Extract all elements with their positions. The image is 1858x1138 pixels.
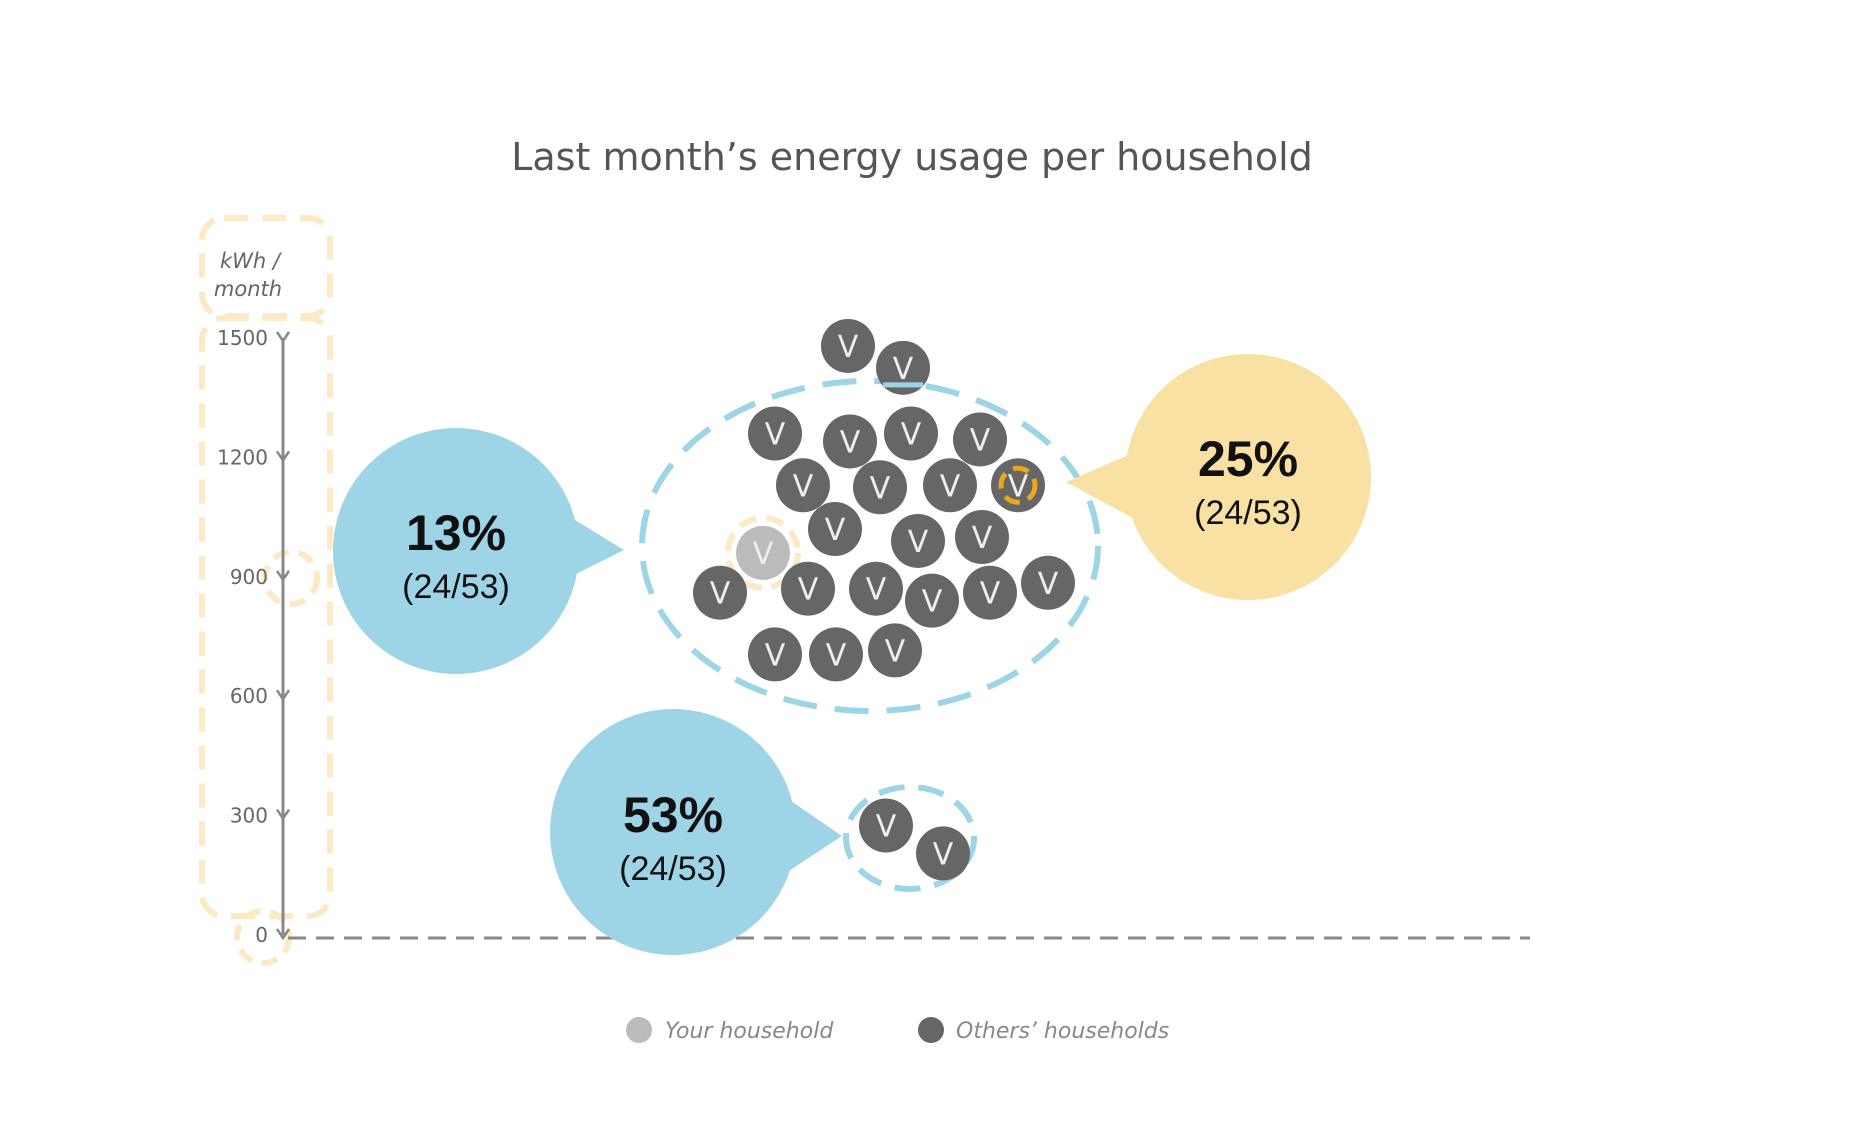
household-marker: V [808,502,862,556]
callout-53-percent: 53% [623,787,723,843]
household-marker-glyph: V [901,418,922,453]
household-marker: V [748,407,802,461]
household-marker: V [884,407,938,461]
household-marker-glyph: V [866,573,887,608]
household-marker-glyph: V [876,810,897,845]
household-marker: V [809,627,863,681]
household-marker-glyph: V [940,469,961,504]
household-marker-glyph: V [793,469,814,504]
household-marker: V [853,460,907,514]
callout-53-fraction: (24/53) [619,850,727,888]
legend-others-households-swatch [918,1017,944,1043]
household-marker-glyph: V [972,521,993,556]
y-tick-label: 600 [230,684,268,708]
household-marker-glyph: V [710,577,731,612]
y-tick-mark [277,332,289,341]
legend-your-household-label: Your household [665,1019,834,1044]
callout-13-fraction: (24/53) [402,568,510,606]
household-marker-glyph: V [933,837,954,872]
household-marker: V [923,458,977,512]
household-marker: V [1021,556,1075,610]
y-axis-ticks: 0 300 600 900 1200 1500 [217,326,289,947]
household-marker: V [776,458,830,512]
y-tick-label: 1500 [217,326,268,350]
household-marker-glyph: V [765,638,786,673]
household-marker: V [905,574,959,628]
callout-13: 13% (24/53) [333,428,624,674]
household-marker-glyph: V [765,418,786,453]
household-marker: V [868,623,922,677]
household-marker-glyph: V [922,585,943,620]
callout-25: 25% (24/53) [1066,354,1371,600]
household-marker: V [953,412,1007,466]
household-marker: V [849,562,903,616]
household-marker-glyph: V [970,423,991,458]
y-tick-label: 1200 [217,445,268,469]
household-marker-glyph: V [885,634,906,669]
household-marker: V [823,414,877,468]
legend: Your household Others’ households [626,1017,1169,1044]
household-marker-glyph: V [1038,567,1059,602]
callout-25-percent: 25% [1198,431,1298,487]
household-marker: V [748,627,802,681]
household-marker-glyph: V [908,525,929,560]
household-marker: V [963,566,1017,620]
y-unit-label-line1: kWh / [220,249,282,273]
household-marker-glyph: V [980,577,1001,612]
household-marker-glyph: V [753,537,774,572]
callout-53: 53% (24/53) [550,709,842,955]
tick-guide-circle-900 [265,552,317,604]
household-marker: V [891,514,945,568]
household-marker-glyph: V [840,425,861,460]
household-marker-glyph: V [838,330,859,365]
household-marker: V [955,510,1009,564]
household-marker-glyph: V [893,352,914,387]
household-marker-glyph: V [798,573,819,608]
y-tick-label: 900 [230,565,268,589]
household-marker-glyph: V [1008,469,1029,504]
legend-your-household-swatch [626,1017,652,1043]
callout-13-percent: 13% [406,505,506,561]
y-tick-label: 0 [255,923,268,947]
y-unit-label-line2: month [214,277,282,301]
household-marker-glyph: V [825,513,846,548]
household-marker: V [781,562,835,616]
y-tick-label: 300 [230,804,268,828]
household-marker: V [693,566,747,620]
household-marker-glyph: V [870,471,891,506]
household-marker: V [859,799,913,853]
household-marker-glyph: V [826,638,847,673]
legend-others-households-label: Others’ households [956,1019,1169,1044]
household-marker: V [991,458,1045,512]
household-marker: V [821,319,875,373]
household-marker: V [916,826,970,880]
chart-title: Last month’s energy usage per household [511,135,1313,179]
callout-25-fraction: (24/53) [1194,494,1302,532]
